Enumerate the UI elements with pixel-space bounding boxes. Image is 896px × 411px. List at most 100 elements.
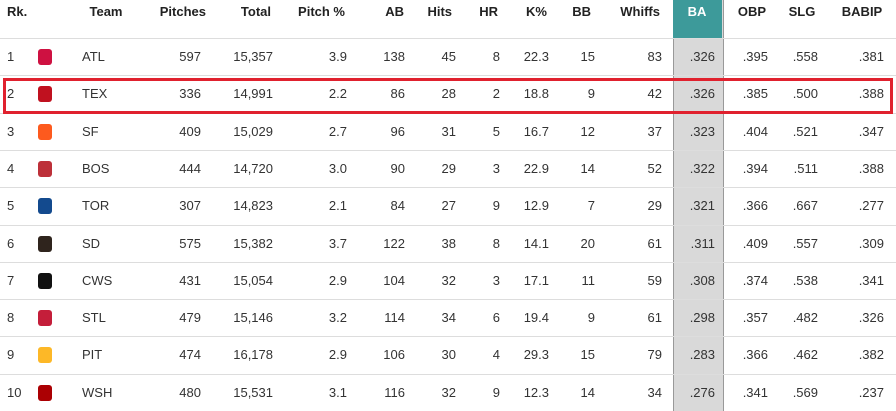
cell: .521 [792, 123, 818, 139]
cell: 52 [647, 160, 662, 176]
cell: .298 [689, 310, 715, 326]
cell: 15,054 [233, 272, 273, 288]
cell: 15 [580, 347, 595, 363]
cell: .311 [690, 235, 715, 251]
cell: 22.9 [523, 160, 549, 176]
cell: .394 [742, 160, 768, 176]
cell: 104 [383, 272, 405, 288]
cell: 16.7 [523, 123, 549, 139]
cell: 2.9 [328, 347, 347, 363]
cell: 19.4 [523, 310, 549, 326]
cell: .347 [858, 123, 884, 139]
cell: 17.1 [523, 272, 549, 288]
column-header: Whiffs [620, 4, 660, 19]
cell: .511 [793, 160, 818, 176]
cell: 6 [492, 310, 500, 326]
cell: .308 [689, 272, 715, 288]
cell: 14,991 [233, 86, 273, 102]
team-logo [38, 123, 52, 140]
cell: .321 [689, 198, 715, 214]
cell: 32 [441, 272, 456, 288]
row-separator [0, 261, 896, 263]
column-header: Total [240, 4, 271, 19]
cell: .404 [742, 123, 768, 139]
cell: 444 [179, 160, 201, 176]
column-header: BABIP [841, 4, 883, 19]
cell: 14.1 [523, 235, 549, 251]
cell: PIT [82, 347, 103, 363]
row-separator [0, 373, 896, 375]
row-separator [0, 299, 896, 301]
cell: .482 [792, 310, 818, 326]
cell: 29 [441, 160, 456, 176]
cell: 14 [580, 384, 595, 400]
cell: BOS [82, 160, 110, 176]
team-logo [38, 272, 52, 289]
cell: 3 [492, 160, 500, 176]
cell: .341 [858, 272, 884, 288]
cell: .366 [742, 198, 768, 214]
cell: 1 [7, 49, 15, 64]
cell: .667 [792, 198, 818, 214]
cell: 7 [587, 198, 595, 214]
cell: 28 [441, 86, 456, 102]
cell: 20 [580, 235, 595, 251]
cell: 14,823 [233, 198, 273, 214]
cell: 597 [179, 49, 201, 64]
cell: 5 [7, 198, 15, 214]
team-logo [38, 384, 52, 401]
team-logo [38, 160, 52, 177]
cell: 83 [647, 49, 662, 64]
cell: .382 [858, 347, 884, 363]
cell: SD [82, 235, 101, 251]
cell: .323 [689, 123, 715, 139]
cell: .309 [858, 235, 884, 251]
cell: .283 [689, 347, 715, 363]
column-header: Pitches [159, 4, 206, 19]
column-header: K% [526, 4, 547, 19]
cell: 15,146 [233, 310, 273, 326]
cell: 37 [647, 123, 662, 139]
cell: .462 [792, 347, 818, 363]
column-header: Rk. [7, 4, 28, 19]
team-logo [38, 86, 52, 103]
cell: 4 [492, 347, 500, 363]
ba-column-bg [673, 0, 724, 411]
cell: 2 [492, 86, 500, 102]
row-separator [0, 336, 896, 338]
cell: 480 [179, 384, 201, 400]
cell: .322 [689, 160, 715, 176]
cell: 27 [441, 198, 456, 214]
cell: 3.1 [328, 384, 347, 400]
cell: 10 [7, 384, 22, 400]
cell: .569 [792, 384, 818, 400]
cell: 86 [390, 86, 405, 102]
cell: .381 [858, 49, 884, 64]
cell: 8 [492, 49, 500, 64]
ba-header-bg [673, 0, 722, 38]
cell: 30 [441, 347, 456, 363]
cell: 138 [383, 49, 405, 64]
cell: 12.3 [523, 384, 549, 400]
cell: 34 [441, 310, 456, 326]
row-separator [0, 224, 896, 226]
column-header: OBP [737, 4, 767, 19]
cell: .395 [742, 49, 768, 64]
cell: 575 [179, 235, 201, 251]
cell: TEX [82, 86, 108, 102]
cell: .366 [742, 347, 768, 363]
cell: 2.9 [328, 272, 347, 288]
row-separator [0, 149, 896, 151]
cell: WSH [82, 384, 113, 400]
cell: 42 [647, 86, 662, 102]
team-logo [38, 49, 52, 65]
cell: 15,382 [233, 235, 273, 251]
row-separator [0, 75, 896, 77]
cell: 79 [647, 347, 662, 363]
column-header: BA [687, 4, 707, 19]
team-logo [38, 198, 52, 215]
column-header: HR [479, 4, 498, 19]
row-separator [0, 187, 896, 189]
cell: .388 [858, 160, 884, 176]
cell: 307 [179, 198, 201, 214]
